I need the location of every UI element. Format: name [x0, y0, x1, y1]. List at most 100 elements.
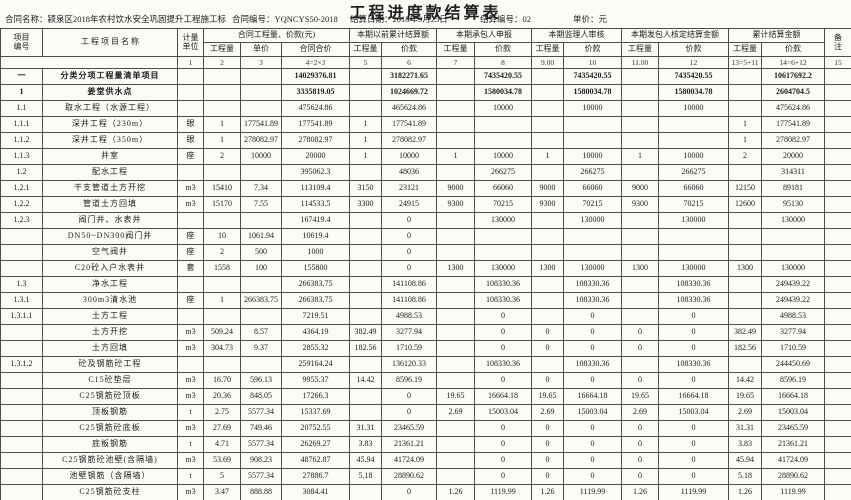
table-cell: 2	[203, 148, 241, 165]
table-cell	[531, 276, 564, 293]
table-cell: 45.94	[349, 452, 382, 469]
table-cell: 3277.94	[381, 324, 437, 341]
table-cell	[349, 68, 382, 85]
item-name-cell: 姜堂供水点	[42, 84, 178, 101]
table-cell	[531, 68, 564, 85]
table-cell	[563, 132, 622, 149]
table-cell: 70215	[658, 196, 729, 213]
table-cell: t	[177, 468, 204, 485]
table-cell: 0	[474, 468, 532, 485]
table-cell	[474, 228, 532, 245]
table-cell: 3084.41	[281, 484, 350, 500]
table-cell: 31.31	[349, 420, 382, 437]
table-cell	[621, 292, 659, 309]
table-cell: 1710.59	[381, 340, 437, 357]
item-name-cell: 顶板钢筋	[42, 404, 178, 421]
column-number: 1	[177, 56, 204, 69]
table-cell	[0, 468, 43, 485]
table-cell	[824, 244, 851, 261]
table-cell: 1	[436, 148, 475, 165]
table-row: 空气阀井座 2 500 1000 0	[0, 244, 851, 261]
table-cell: 27.69	[203, 420, 241, 437]
table-cell	[436, 212, 475, 229]
table-cell: 2.69	[436, 404, 475, 421]
table-cell: 3.47	[203, 484, 241, 500]
table-cell	[658, 228, 729, 245]
table-cell: 8596.19	[381, 372, 437, 389]
table-cell: 70215	[563, 196, 622, 213]
table-cell	[531, 292, 564, 309]
table-cell: 8.57	[240, 324, 282, 341]
table-cell	[824, 468, 851, 485]
table-cell: 21361.21	[381, 436, 437, 453]
table-cell	[436, 340, 475, 357]
table-cell: 1.26	[621, 484, 659, 500]
table-cell	[177, 68, 204, 85]
table-cell: 0	[563, 452, 622, 469]
table-cell: 0	[381, 260, 437, 277]
table-cell: 1	[203, 116, 241, 133]
table-cell: 1300	[436, 260, 475, 277]
table-row: 1.2.1 干支管道土方开挖 m3 15410 7.34 113109.4 3150 2312…	[0, 180, 851, 197]
table-cell: 1710.59	[761, 340, 825, 357]
header-sub-col: 价款	[761, 42, 825, 57]
table-cell: 1119.99	[658, 484, 729, 500]
table-cell: 0	[531, 324, 564, 341]
table-cell: 70215	[474, 196, 532, 213]
table-cell	[824, 404, 851, 421]
table-cell: 1.1.2	[0, 132, 43, 149]
table-cell	[0, 404, 43, 421]
table-cell: 4.71	[203, 436, 241, 453]
table-cell: 1.3.1.1	[0, 308, 43, 325]
table-cell: 266383.75	[240, 292, 282, 309]
table-cell	[621, 68, 659, 85]
table-cell	[436, 68, 475, 85]
table-cell	[0, 436, 43, 453]
table-cell: 0	[474, 372, 532, 389]
table-cell: 0	[658, 308, 729, 325]
table-cell: 48036	[381, 164, 437, 181]
table-cell: m3	[177, 452, 204, 469]
table-cell	[436, 100, 475, 117]
table-cell: 113109.4	[281, 180, 350, 197]
table-cell: 2.69	[621, 404, 659, 421]
item-name-cell: C25钢筋砼池壁(含隔墙)	[42, 452, 178, 469]
table-cell: m3	[177, 372, 204, 389]
table-cell: 130000	[474, 260, 532, 277]
table-cell: 2	[728, 148, 762, 165]
header-sub-col: 合同合价	[281, 42, 350, 57]
table-cell: 7219.51	[281, 308, 350, 325]
header-project-no: 项目 编号	[0, 28, 43, 57]
table-cell: 266275	[563, 164, 622, 181]
item-name-cell: C20砼入户水表井	[42, 260, 178, 277]
contract-number: 合同编号：YQNCYS50-2018	[232, 14, 338, 24]
column-number: 2	[203, 56, 241, 69]
table-cell: 7435420.55	[474, 68, 532, 85]
table-cell	[658, 116, 729, 133]
table-cell	[203, 356, 241, 373]
table-cell: m3	[177, 340, 204, 357]
table-cell	[824, 484, 851, 500]
table-cell	[0, 372, 43, 389]
table-cell: 908.23	[240, 452, 282, 469]
table-cell	[349, 388, 382, 405]
table-cell: 一	[0, 68, 43, 85]
table-cell: 1000	[281, 244, 350, 261]
table-cell	[621, 100, 659, 117]
table-cell	[658, 132, 729, 149]
table-cell: 0	[621, 372, 659, 389]
table-cell	[203, 308, 241, 325]
table-cell	[824, 68, 851, 85]
table-cell: 19.65	[531, 388, 564, 405]
column-number: 3	[240, 56, 282, 69]
table-cell	[728, 292, 762, 309]
table-cell: 9300	[436, 196, 475, 213]
table-cell: 1300	[728, 260, 762, 277]
table-cell	[349, 100, 382, 117]
table-cell: 2.69	[531, 404, 564, 421]
table-cell: 9.37	[240, 340, 282, 357]
table-cell: 278082.97	[240, 132, 282, 149]
item-name-cell: 土方开挖	[42, 324, 178, 341]
table-cell: 278082.97	[381, 132, 437, 149]
